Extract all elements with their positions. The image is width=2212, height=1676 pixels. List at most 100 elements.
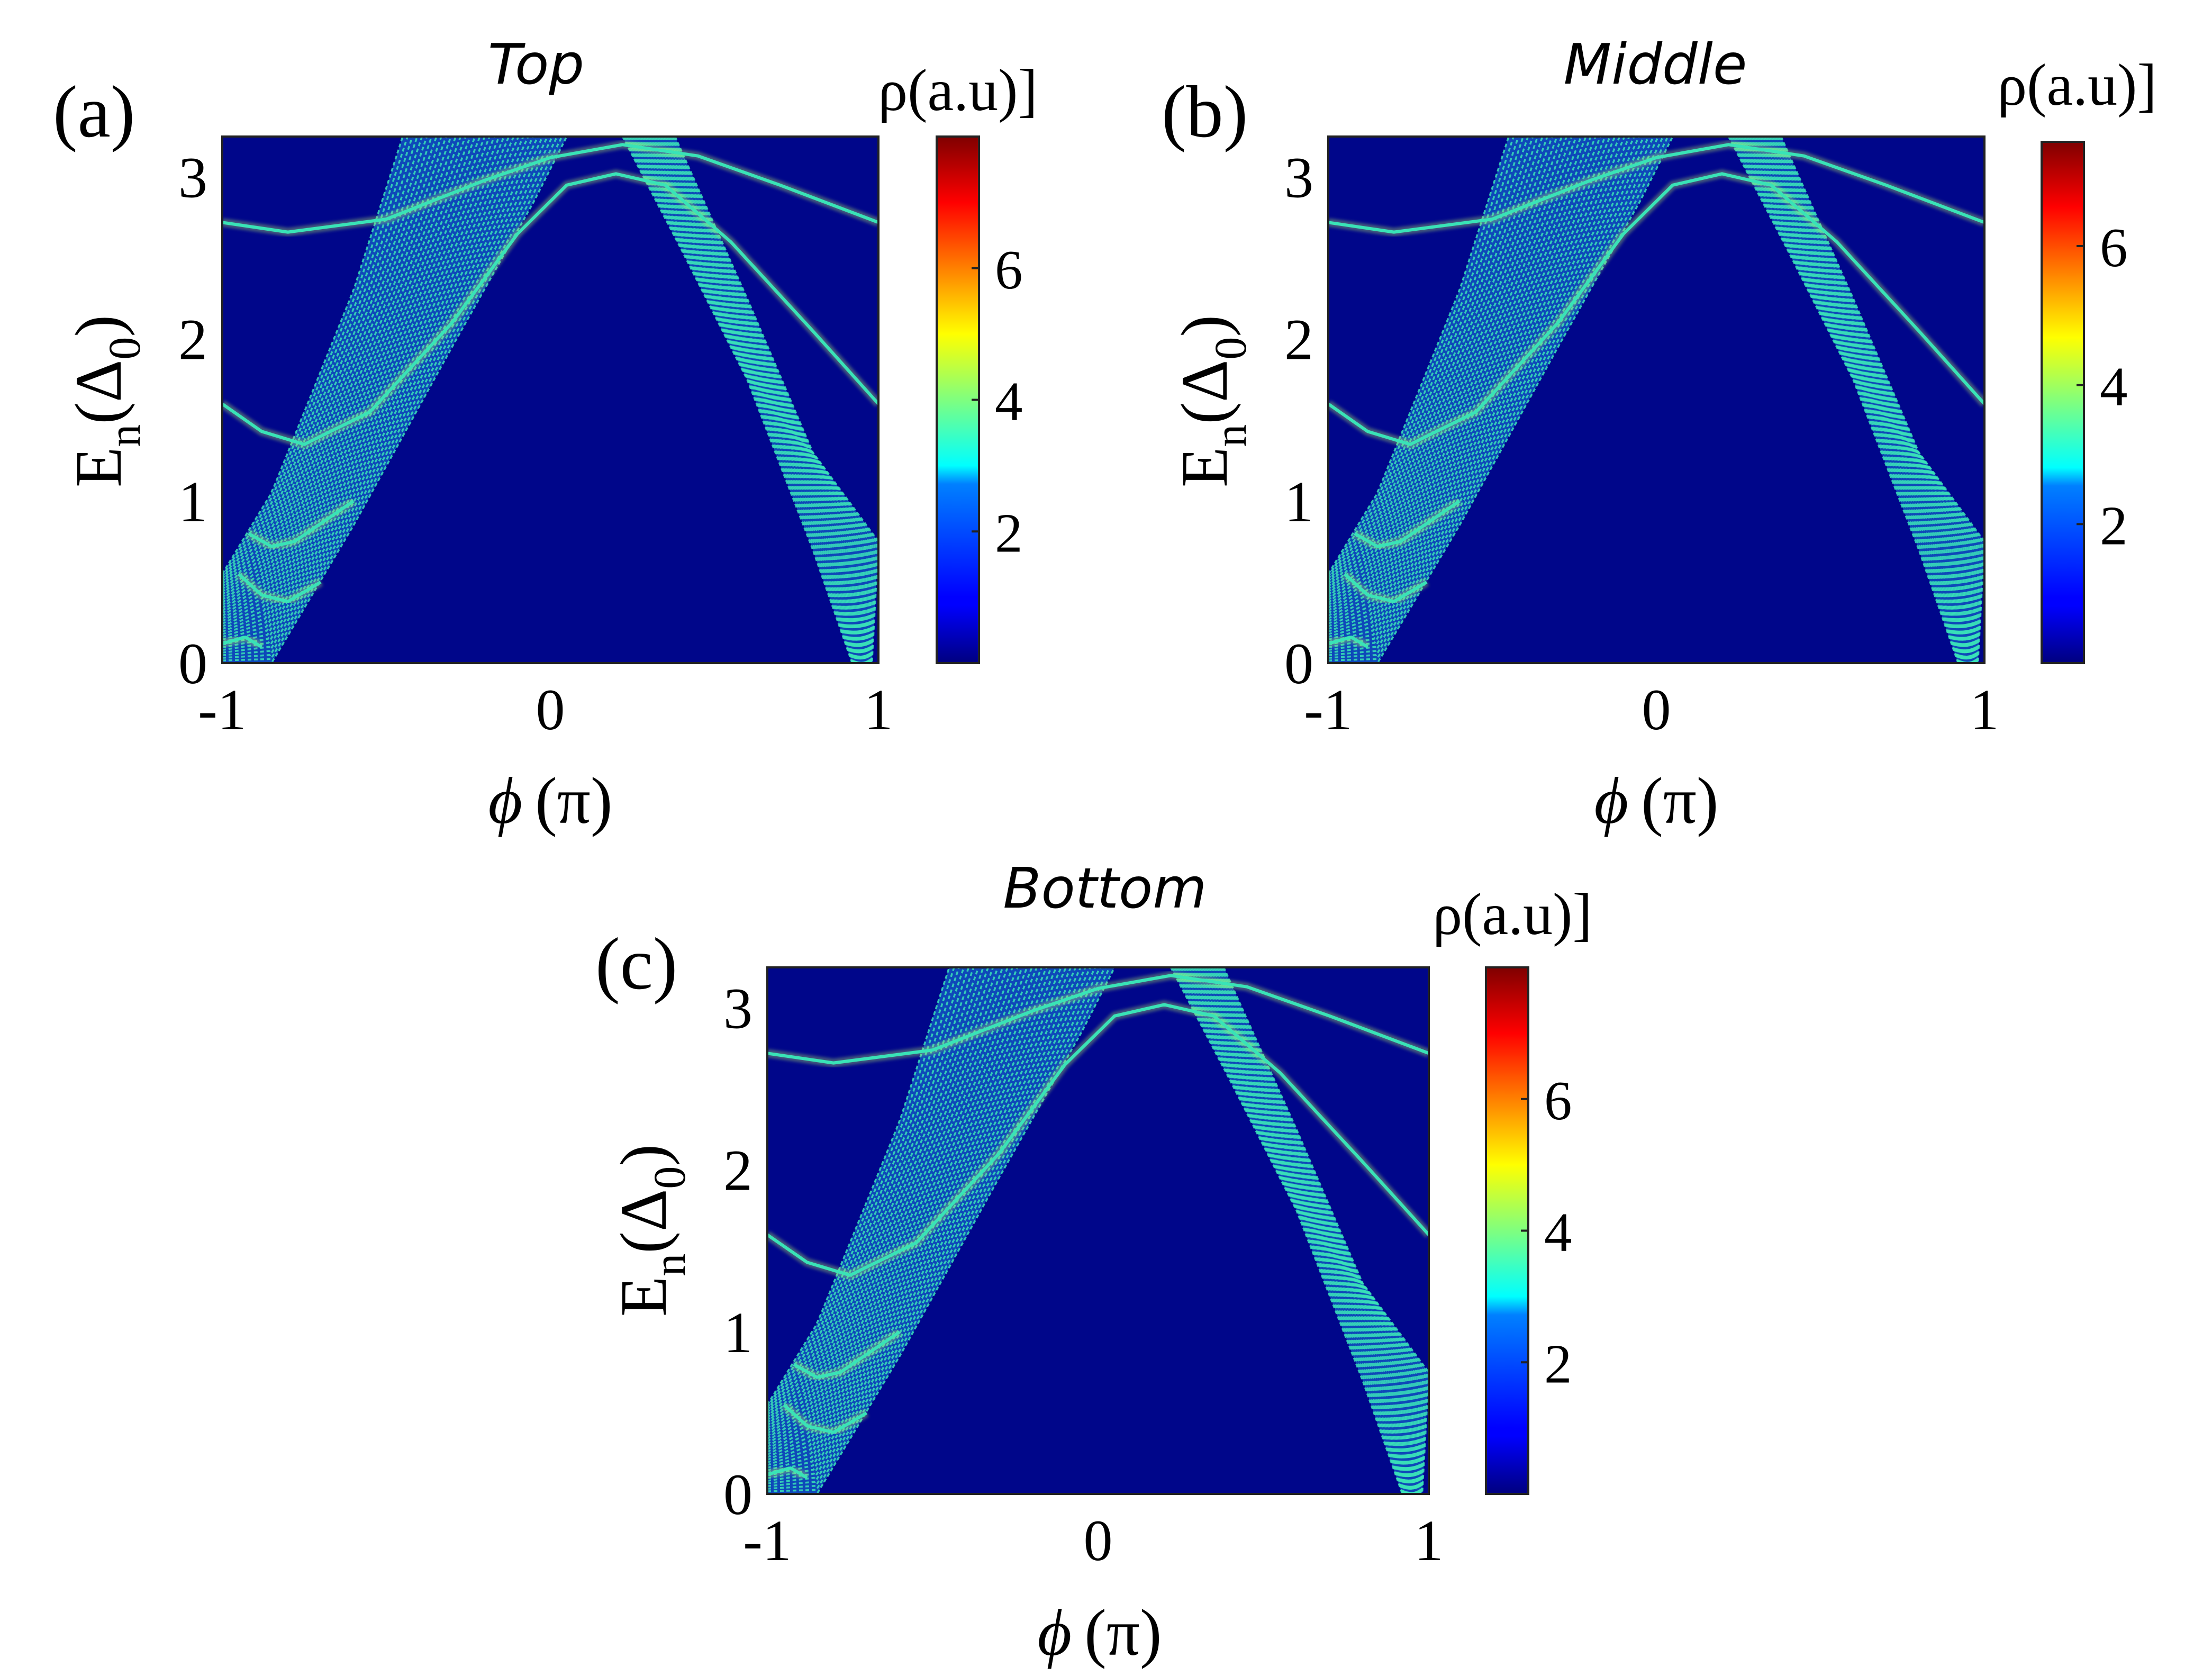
panel-a-plot	[221, 135, 880, 664]
panel-b-right-continuum-level	[1749, 137, 1968, 663]
panel-a-left-continuum-level	[222, 137, 520, 638]
panel-a-colorbar-ticks: 2 4 6	[972, 239, 1023, 564]
panel-c-plot	[766, 966, 1430, 1495]
panel-a-left-continuum-level	[222, 137, 549, 654]
panel-a-xlabel-symbol: ϕ	[488, 765, 522, 838]
panel-b-ylabel: En(Δ0)	[1168, 315, 1256, 487]
panel-c-right-continuum-level	[1217, 967, 1422, 1494]
panel-b-right-continuum-level	[1737, 137, 1963, 663]
panel-a-right-continuum-level	[631, 137, 857, 663]
panel-b-left-continuum-level	[1328, 137, 1630, 641]
panel-a-right-continuum-level	[652, 137, 865, 663]
panel-c-bound-state-4	[783, 1403, 868, 1434]
panel-b-right-continuum	[1728, 137, 1984, 663]
panel-c-ytick-label: 1	[723, 1300, 753, 1365]
panel-c-right-continuum-level	[1170, 967, 1403, 1494]
panel-c-left-continuum-level	[767, 967, 1009, 1437]
panel-a-left-continuum-level	[222, 137, 500, 628]
panel-b-left-continuum-level	[1328, 137, 1626, 638]
panel-a-left-continuum-level	[222, 137, 558, 659]
panel-b-right-continuum-level	[1727, 137, 1960, 663]
panel-b-ylabel-delta-subscript: 0	[1205, 337, 1256, 360]
panel-c-xtick-label: -1	[743, 1508, 792, 1573]
panel-c-right-continuum-level	[1198, 967, 1414, 1494]
panel-a-right-continuum-level	[649, 137, 864, 663]
panel-c-label: (c)	[595, 923, 677, 1005]
panel-a-right-continuum-level	[621, 137, 854, 663]
panel-b-bound-state-2	[1328, 172, 1984, 446]
panel-b-ytick-label: 3	[1284, 146, 1313, 210]
panel-b-ytick-label: 0	[1284, 631, 1313, 696]
panel-c-right-continuum-level	[1218, 967, 1424, 1494]
panel-a-right-continuum-level	[668, 137, 872, 663]
panel-a-left-continuum-level	[222, 137, 510, 633]
panel-c-right-continuum-level	[1177, 967, 1407, 1494]
panel-c-ylabel-paren-close: )	[608, 1144, 681, 1166]
panel-a-right-continuum-level	[671, 137, 876, 663]
panel-c-right-continuum-level	[1179, 967, 1407, 1494]
panel-c-ytick-label: 2	[723, 1138, 753, 1203]
panel-a-ylabel-delta-subscript: 0	[99, 337, 150, 360]
panel-b-xtick-label: -1	[1304, 677, 1353, 742]
panel-c-left-continuum-level	[767, 967, 1106, 1490]
panel-b-left-continuum-level	[1328, 137, 1611, 630]
panel-b-right-continuum-level	[1767, 137, 1974, 663]
panel-a-ylabel-paren-close: )	[62, 315, 135, 337]
panel-c-left-continuum-level	[767, 967, 1077, 1474]
panel-b-ylabel-paren-open: (	[1168, 402, 1241, 424]
panel-b-ylabel-delta: Δ	[1168, 360, 1241, 402]
panel-c-left-continuum-level	[767, 967, 1072, 1472]
panel-c-right-continuum-levels	[1170, 967, 1429, 1494]
panel-b-left-continuum-level	[1328, 137, 1587, 617]
panel-a-ytick-label: 1	[178, 469, 207, 534]
panel-b-left-continuum-level	[1328, 137, 1597, 622]
panel-b-title: Middle	[1564, 32, 1747, 97]
panel-a-right-continuum-level	[638, 137, 860, 663]
panel-c-left-continuum-level	[767, 967, 960, 1411]
panel-c-bound-states	[767, 971, 1429, 1482]
panel-a-frame	[221, 135, 880, 664]
panel-b-bound-state-4	[1343, 573, 1428, 603]
panel-a-left-continuum-level	[222, 137, 433, 591]
panel-b-xlabel: ϕ (π)	[1594, 765, 1718, 838]
panel-c-right-continuum-level	[1187, 967, 1410, 1494]
panel-c-ylabel-subscript: n	[644, 1254, 695, 1276]
panel-b-frame	[1327, 135, 1986, 664]
panel-a-ylabel-subscript: n	[99, 424, 150, 447]
panel-c-left-continuum-level	[767, 967, 1116, 1494]
panel-a-ylabel-paren-open: (	[62, 402, 135, 424]
panel-a-right-continuum-level	[643, 137, 862, 663]
panel-b-right-continuum-level	[1774, 137, 1978, 663]
panel-b-right-continuum-level	[1758, 137, 1971, 663]
panel-b-xticks: -1 0 1	[1304, 677, 1999, 742]
panel-c-xtick-label: 1	[1415, 1508, 1444, 1573]
panel-a-right-continuum-level	[673, 137, 878, 663]
panel-a-left-continuum-level	[222, 137, 419, 583]
panel-b-left-continuum-level	[1328, 137, 1621, 636]
panel-b-left-continuum-level	[1328, 137, 1655, 654]
panel-a-xtick-label: -1	[198, 677, 247, 742]
panel-a-bound-state-3	[248, 500, 355, 548]
panel-a-colorbar-tick-label: 4	[995, 370, 1023, 432]
panel-a-xtick-label: 1	[864, 677, 893, 742]
panel-b-left-continuum-level	[1328, 137, 1640, 646]
panel-a-right-continuum-level	[663, 137, 869, 663]
panel-c-right-continuum-level	[1221, 967, 1428, 1494]
panel-b-left-continuum-level	[1328, 137, 1664, 659]
panel-c-left-continuum-level	[767, 967, 980, 1421]
panel-a-left-continuum-level	[222, 137, 481, 617]
panel-a-right-continuum-level	[640, 137, 860, 663]
panel-a-left-continuum-level	[222, 137, 524, 641]
panel-a-left-continuum-level	[222, 137, 515, 636]
panel-a-left-continuum-level	[222, 137, 563, 662]
panel-c-right-continuum-level	[1207, 967, 1418, 1494]
panel-c-ylabel-paren-open: (	[608, 1231, 681, 1254]
panel-c-bound-state-2	[767, 1003, 1429, 1277]
panel-b-label: (b)	[1162, 71, 1248, 153]
panel-c-right-continuum-level	[1202, 967, 1416, 1494]
panel-c-right-continuum-level	[1196, 967, 1413, 1494]
panel-a-right-continuum	[622, 137, 878, 663]
